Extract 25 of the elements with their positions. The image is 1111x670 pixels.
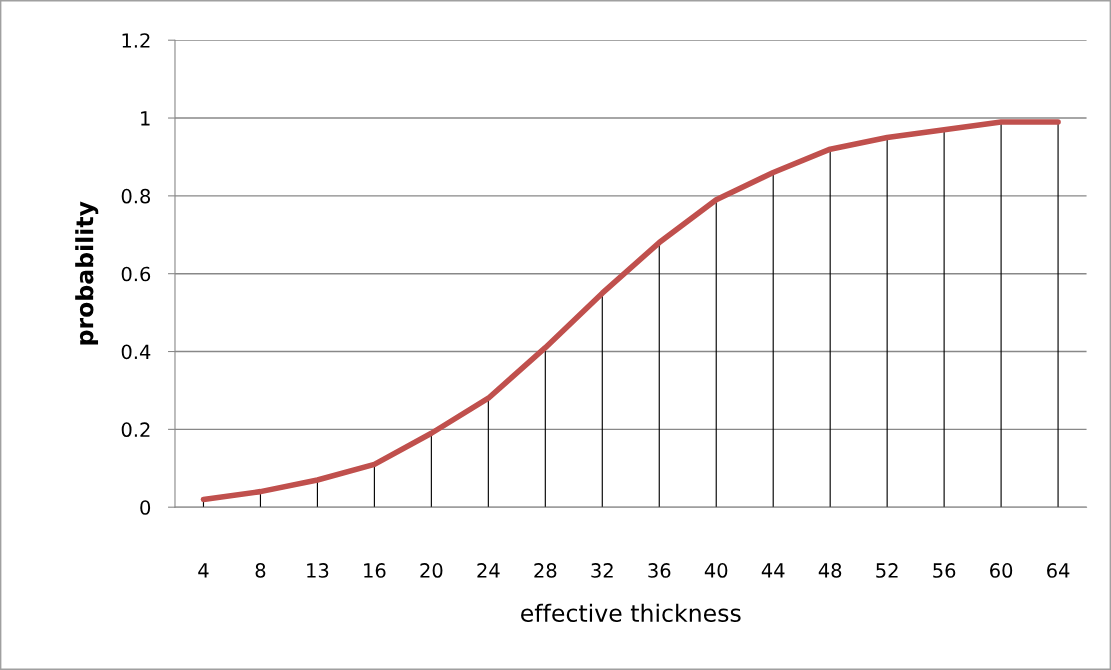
y-axis-title: probability [75,201,99,345]
x-tick-label: 52 [876,563,898,578]
x-tick-label: 60 [990,563,1013,578]
y-tick-label: 0.6 [121,266,151,282]
x-tick-label: 44 [761,563,785,578]
x-tick-label: 64 [1047,563,1070,578]
y-tick-label: 1 [141,111,150,126]
y-tick-label: 0.2 [121,422,150,438]
x-axis-title: effective thickness [521,603,741,623]
y-tick-label: 0.4 [121,344,151,360]
x-tick-label: 13 [307,563,329,578]
x-tick-label: 16 [364,563,386,578]
y-tick-label: 0.8 [121,188,151,204]
x-tick-label: 8 [255,563,266,578]
y-tick-label: 0 [140,500,151,515]
x-tick-label: 40 [704,563,728,578]
x-tick-label: 56 [933,563,956,578]
x-tick-label: 20 [420,563,443,578]
x-tick-label: 24 [477,563,500,578]
x-tick-label: 28 [534,563,557,578]
x-tick-label: 48 [818,563,842,578]
x-tick-label: 32 [591,563,613,578]
x-tick-label: 4 [198,563,209,578]
x-tick-label: 36 [648,563,671,578]
y-tick-label: 1.2 [122,33,150,48]
